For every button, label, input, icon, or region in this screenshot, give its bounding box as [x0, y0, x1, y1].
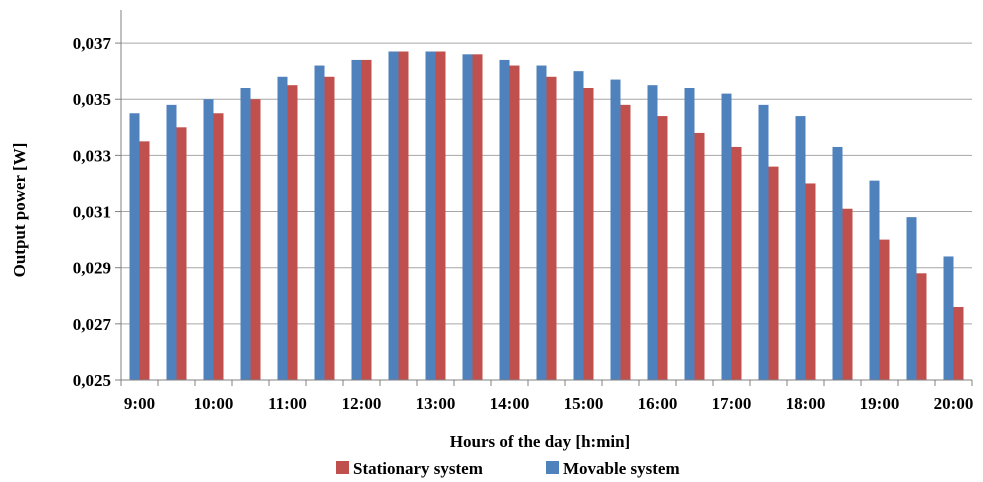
bar-stationary	[620, 104, 631, 380]
axes	[115, 10, 973, 386]
legend-label-stationary: Stationary system	[353, 459, 483, 478]
bar-movable	[277, 76, 288, 381]
x-tick-label: 17:00	[712, 394, 752, 413]
bar-movable	[462, 54, 473, 381]
bar-stationary	[805, 183, 816, 380]
bar-movable	[943, 256, 954, 380]
bar-stationary	[509, 65, 520, 381]
bar-movable	[573, 71, 584, 381]
x-tick-label: 20:00	[934, 394, 974, 413]
bar-movable	[758, 104, 769, 380]
bar-stationary	[472, 54, 483, 381]
bar-movable	[314, 65, 325, 381]
bar-movable	[499, 59, 510, 381]
bar-movable	[721, 93, 732, 380]
bar-movable	[166, 104, 177, 380]
bar-movable	[351, 59, 362, 381]
bar-movable	[906, 217, 917, 380]
legend-swatch-movable	[546, 461, 559, 474]
x-tick-label: 13:00	[416, 394, 456, 413]
x-tick-label: 18:00	[786, 394, 826, 413]
y-tick-label: 0,027	[73, 315, 112, 334]
y-axis-title: Output power [W]	[10, 143, 29, 278]
bar-stationary	[583, 88, 594, 380]
y-tick-label: 0,025	[73, 371, 111, 390]
x-tick-label: 9:00	[124, 394, 155, 413]
y-tick-label: 0,037	[73, 34, 112, 53]
y-tick-labels: 0,025 0,027 0,029 0,031 0,033 0,035 0,037	[73, 34, 112, 390]
y-tick-label: 0,031	[73, 203, 111, 222]
bar-movable	[832, 146, 843, 380]
x-tick-label: 14:00	[490, 394, 530, 413]
bar-stationary	[842, 208, 853, 380]
bars	[129, 51, 964, 381]
legend: Stationary system Movable system	[336, 459, 680, 478]
bar-stationary	[250, 99, 261, 380]
bar-stationary	[953, 307, 964, 380]
bar-stationary	[731, 146, 742, 380]
x-tick-label: 16:00	[638, 394, 678, 413]
x-tick-labels: 9:00 10:00 11:00 12:00 13:00 14:00 15:00 16:00 1…	[124, 394, 973, 413]
bar-movable	[795, 116, 806, 381]
bar-stationary	[324, 76, 335, 381]
legend-label-movable: Movable system	[563, 459, 680, 478]
y-tick-label: 0,029	[73, 259, 111, 278]
bar-movable	[129, 113, 140, 381]
y-tick-label: 0,033	[73, 146, 111, 165]
bar-movable	[684, 88, 695, 380]
bar-movable	[869, 180, 880, 380]
bar-movable	[536, 65, 547, 381]
bar-movable	[240, 88, 251, 380]
bar-movable	[388, 51, 399, 380]
y-tick-label: 0,035	[73, 90, 111, 109]
bar-stationary	[546, 76, 557, 381]
bar-stationary	[768, 166, 779, 380]
bar-stationary	[916, 273, 927, 380]
bar-stationary	[694, 132, 705, 380]
bar-movable	[647, 85, 658, 380]
bar-stationary	[139, 141, 150, 380]
bar-stationary	[657, 116, 668, 381]
x-tick-label: 11:00	[268, 394, 307, 413]
bar-stationary	[213, 113, 224, 381]
bar-stationary	[879, 239, 890, 380]
bar-movable	[425, 51, 436, 380]
bar-stationary	[398, 51, 409, 380]
bar-stationary	[176, 127, 187, 380]
bar-movable	[203, 99, 214, 380]
x-tick-label: 10:00	[194, 394, 234, 413]
x-tick-label: 19:00	[860, 394, 900, 413]
x-tick-label: 12:00	[342, 394, 382, 413]
x-tick-label: 15:00	[564, 394, 604, 413]
bar-stationary	[287, 85, 298, 380]
bar-stationary	[435, 51, 446, 380]
bar-movable	[610, 79, 621, 381]
x-axis-title: Hours of the day [h:min]	[450, 432, 630, 451]
bar-stationary	[361, 59, 372, 381]
legend-swatch-stationary	[336, 461, 349, 474]
